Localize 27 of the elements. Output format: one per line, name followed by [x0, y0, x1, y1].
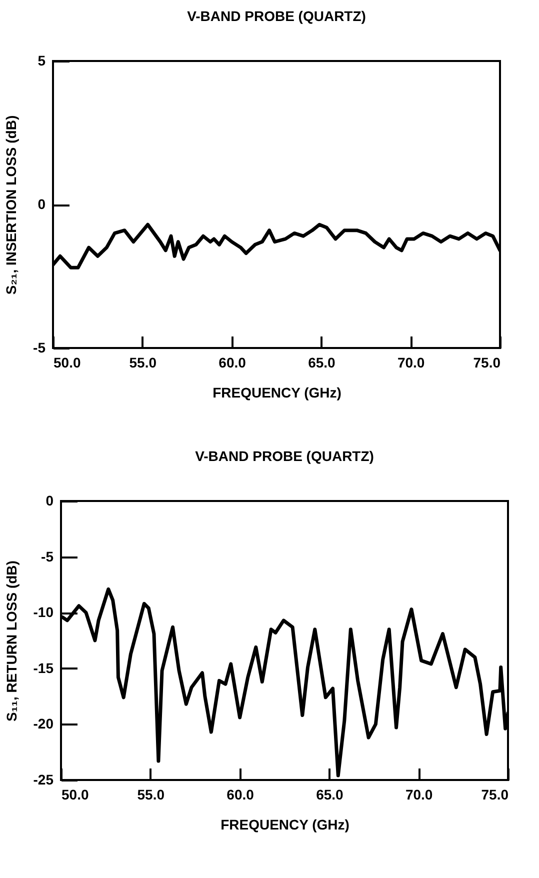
x-tick-label: 55.0	[129, 354, 157, 370]
x-tick-label: 60.0	[218, 354, 246, 370]
y-tick-label: -20	[33, 716, 54, 732]
y-tick-label: 0	[38, 196, 46, 212]
x-tick-label: 75.0	[481, 786, 509, 802]
x-tick-label: 70.0	[397, 354, 425, 370]
x-tick-label: 55.0	[137, 786, 165, 802]
x-tick-label: 50.0	[62, 786, 89, 802]
y-tick-label: -15	[33, 660, 54, 676]
y-tick-label: -25	[33, 772, 54, 788]
x-tick-label: 50.0	[54, 354, 81, 370]
x-axis-title: FREQUENCY (GHz)	[220, 816, 350, 832]
y-tick-label: -5	[41, 548, 54, 564]
y-tick-label: 5	[38, 52, 46, 68]
chart-title: V-BAND PROBE (QUARTZ)	[195, 448, 374, 464]
y-axis-title: S₂₁, INSERTION LOSS (dB)	[3, 115, 20, 295]
y-tick-label: -5	[33, 340, 46, 356]
x-tick-label: 65.0	[308, 354, 336, 370]
y-tick-label: 0	[46, 492, 54, 508]
x-axis-title: FREQUENCY (GHz)	[212, 384, 342, 400]
x-tick-label: 60.0	[226, 786, 254, 802]
x-tick-label: 65.0	[316, 786, 344, 802]
chart-title: V-BAND PROBE (QUARTZ)	[187, 8, 366, 24]
x-tick-label: 75.0	[473, 354, 501, 370]
y-axis-title: S₁₁, RETURN LOSS (dB)	[3, 560, 20, 722]
x-tick-label: 70.0	[405, 786, 433, 802]
y-tick-label: -10	[33, 604, 54, 620]
